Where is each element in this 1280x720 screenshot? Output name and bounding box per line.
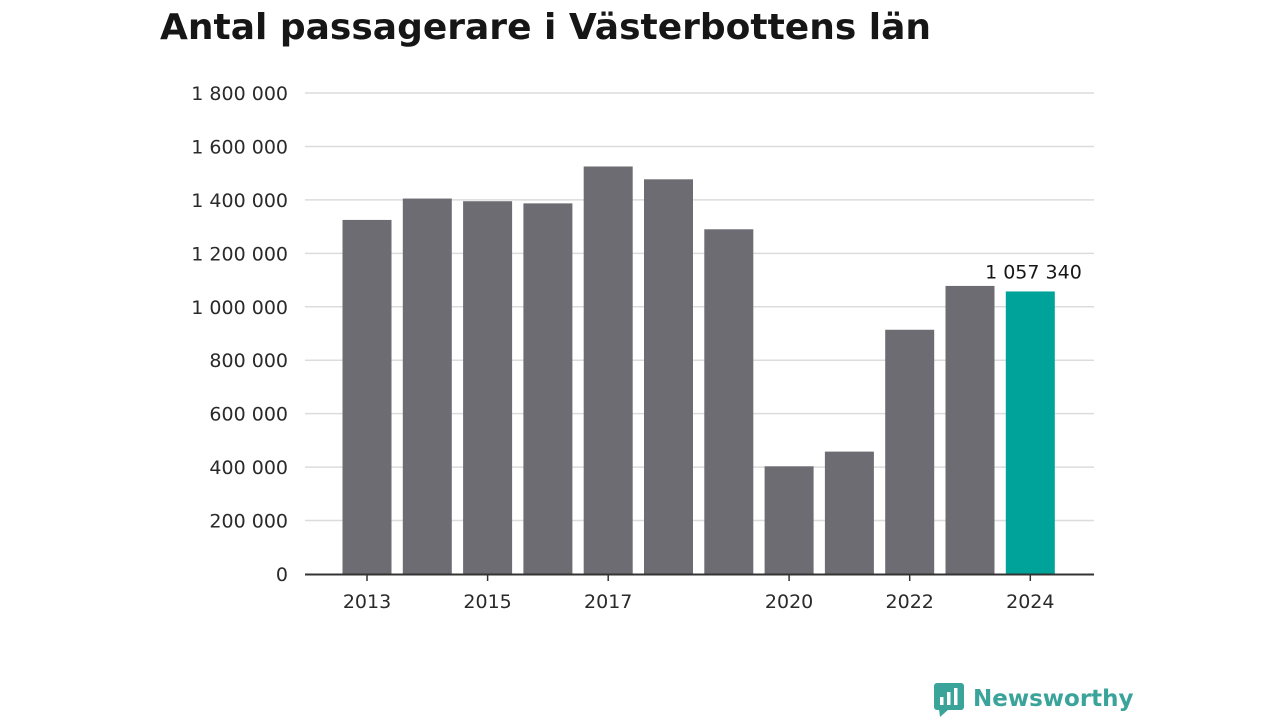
y-tick-label: 1 200 000 xyxy=(191,243,288,265)
bar xyxy=(342,219,392,575)
y-tick-label: 800 000 xyxy=(209,350,288,372)
x-tick-label: 2015 xyxy=(463,591,511,613)
y-tick-label: 1 600 000 xyxy=(191,136,288,158)
bar xyxy=(523,203,573,574)
x-tick-label: 2017 xyxy=(584,591,632,613)
chart-title: Antal passagerare i Västerbottens län xyxy=(160,7,932,48)
newsworthy-logo-icon xyxy=(934,683,964,717)
bar xyxy=(402,198,452,574)
x-tick-label: 2020 xyxy=(765,591,813,613)
y-tick-label: 1 800 000 xyxy=(191,83,288,105)
bars xyxy=(342,166,1055,575)
bar xyxy=(764,466,814,574)
x-tick-label: 2024 xyxy=(1006,591,1054,613)
bar xyxy=(824,451,874,574)
brand-name: Newsworthy xyxy=(973,686,1134,712)
y-tick-label: 400 000 xyxy=(209,457,288,479)
bar xyxy=(644,179,693,574)
bar xyxy=(704,229,754,575)
x-tick-label: 2022 xyxy=(886,591,934,613)
bar xyxy=(463,201,513,574)
y-axis-tick-labels: 0 200 000 400 000 600 000 800 000 1 000 000 1 … xyxy=(191,83,288,586)
y-tick-label: 1 400 000 xyxy=(191,190,288,212)
bar-highlight xyxy=(1005,291,1055,574)
y-tick-label: 1 000 000 xyxy=(191,297,288,319)
highlight-data-label: 1 057 340 xyxy=(985,261,1082,283)
newsworthy-brand: Newsworthy xyxy=(934,683,1134,717)
y-tick-label: 200 000 xyxy=(209,511,288,533)
x-axis-ticks xyxy=(366,574,1032,581)
x-tick-label: 2013 xyxy=(343,591,391,613)
bar xyxy=(583,166,633,574)
bar xyxy=(885,329,935,574)
x-axis-tick-labels: 2013 2015 2017 2020 2022 2024 xyxy=(343,591,1055,613)
y-tick-label: 0 xyxy=(276,564,288,586)
bar xyxy=(945,285,995,574)
y-tick-label: 600 000 xyxy=(209,404,288,426)
bar-chart: 0 200 000 400 000 600 000 800 000 1 000 000 1 … xyxy=(191,83,1094,613)
